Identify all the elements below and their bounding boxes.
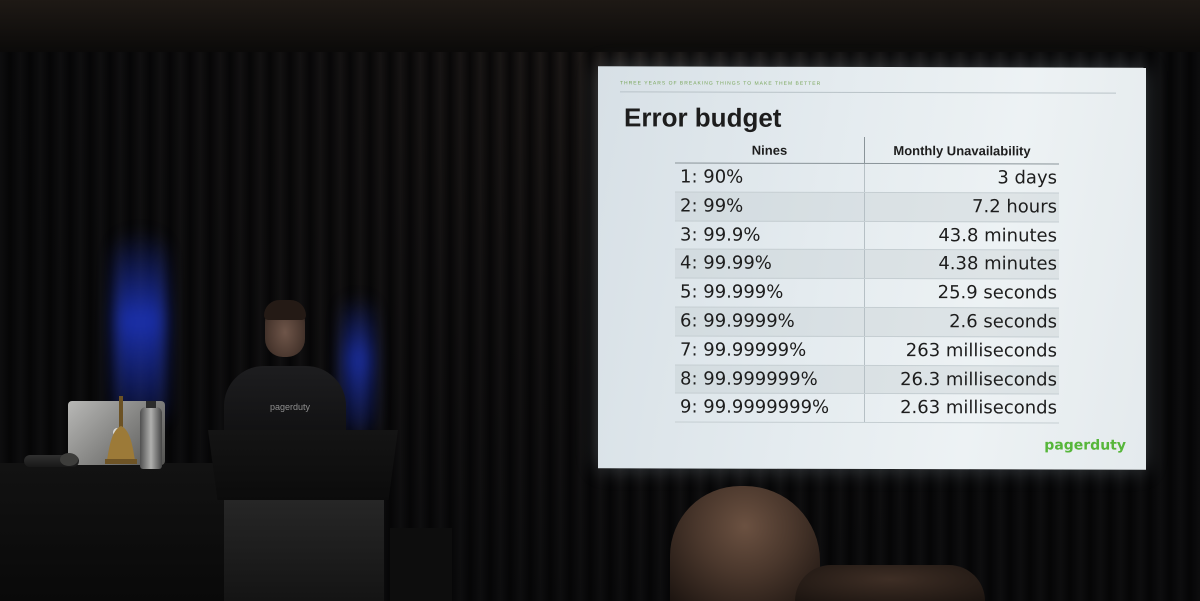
unavailability-cell: 3 days	[864, 163, 1059, 193]
nines-cell: 7: 99.99999%	[680, 339, 807, 361]
table-row: 3: 99.9% 43.8 minutes	[675, 221, 1059, 251]
unavailability-cell: 26.3 milliseconds	[864, 365, 1059, 394]
nines-cell: 6: 99.9999%	[680, 310, 795, 332]
speaker-hair	[264, 300, 306, 320]
header-nines: Nines	[751, 142, 788, 158]
brass-bell-icon	[105, 396, 137, 464]
water-bottle	[140, 401, 162, 469]
audience-head-2	[795, 565, 985, 601]
nines-cell: 5: 99.999%	[680, 281, 784, 303]
speaker: pagerduty	[216, 300, 351, 440]
table-row: 4: 99.99% 4.38 minutes	[675, 249, 1059, 280]
microphone-head	[60, 453, 78, 466]
nines-cell: 2: 99%	[680, 195, 744, 217]
pagerduty-logo: pagerduty	[1044, 437, 1126, 454]
unavailability-cell: 25.9 seconds	[864, 279, 1059, 308]
slide-kicker: THREE YEARS OF BREAKING THINGS TO MAKE T…	[620, 80, 822, 87]
table-row: 6: 99.9999% 2.6 seconds	[675, 307, 1059, 338]
nines-cell: 1: 90%	[680, 166, 744, 188]
ceiling	[0, 0, 1200, 52]
unavailability-cell: 4.38 minutes	[864, 250, 1059, 279]
presentation-desk	[0, 463, 230, 601]
projector-screen: THREE YEARS OF BREAKING THINGS TO MAKE T…	[598, 66, 1146, 470]
speaker-shirt	[224, 366, 346, 440]
nines-cell: 3: 99.9%	[680, 224, 761, 246]
table-row: 7: 99.99999% 263 milliseconds	[675, 336, 1059, 367]
unavailability-cell: 7.2 hours	[864, 192, 1059, 222]
unavailability-cell: 2.63 milliseconds	[864, 394, 1059, 423]
slide-divider	[620, 91, 1116, 94]
nines-cell: 9: 99.9999999%	[680, 396, 830, 419]
table-row: 5: 99.999% 25.9 seconds	[675, 278, 1059, 309]
table-row: 8: 99.999999% 26.3 milliseconds	[675, 365, 1059, 395]
stage-box	[390, 528, 452, 601]
table-row: 2: 99% 7.2 hours	[675, 192, 1059, 223]
stage-light-right	[343, 296, 373, 436]
audience-head	[670, 486, 820, 601]
table-row: 1: 90% 3 days	[675, 163, 1059, 194]
podium-body	[224, 500, 384, 601]
podium	[208, 430, 398, 601]
table-header: Nines Monthly Unavailability	[675, 136, 1059, 165]
podium-top	[208, 430, 398, 500]
unavailability-cell: 263 milliseconds	[864, 336, 1059, 366]
nines-cell: 8: 99.999999%	[680, 368, 818, 390]
shirt-logo-text: pagerduty	[270, 402, 311, 412]
unavailability-cell: 43.8 minutes	[864, 221, 1059, 250]
table-row: 9: 99.9999999% 2.63 milliseconds	[675, 393, 1059, 424]
slide-title: Error budget	[624, 102, 782, 133]
header-monthly-unavailability: Monthly Unavailability	[864, 136, 1059, 164]
nines-cell: 4: 99.99%	[680, 252, 772, 275]
bottle-cap	[146, 401, 156, 408]
error-budget-table: Nines Monthly Unavailability 1: 90% 3 da…	[675, 136, 1059, 424]
unavailability-cell: 2.6 seconds	[864, 307, 1059, 337]
